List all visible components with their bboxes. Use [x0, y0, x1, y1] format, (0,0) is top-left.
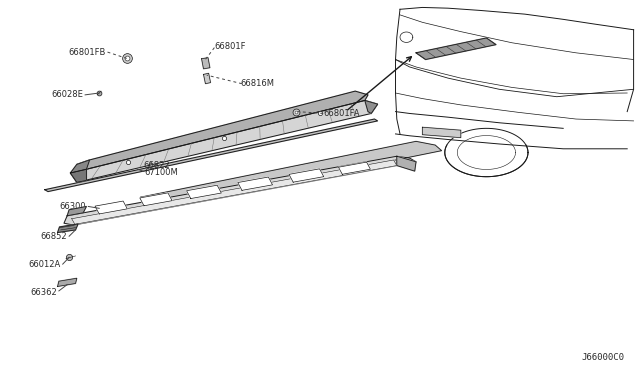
Polygon shape — [445, 128, 528, 177]
Text: 66300: 66300 — [60, 202, 86, 211]
Text: 66801F: 66801F — [214, 42, 246, 51]
Polygon shape — [140, 193, 172, 206]
Polygon shape — [204, 73, 211, 84]
Polygon shape — [45, 119, 378, 192]
Polygon shape — [70, 160, 90, 173]
Text: 66801FB: 66801FB — [68, 48, 106, 57]
Polygon shape — [397, 156, 416, 171]
Polygon shape — [238, 177, 273, 190]
Polygon shape — [422, 127, 461, 138]
Polygon shape — [72, 160, 397, 224]
Polygon shape — [339, 162, 371, 174]
Text: 66816M: 66816M — [240, 79, 274, 88]
Text: 66852: 66852 — [40, 232, 67, 241]
Text: 67100M: 67100M — [144, 169, 178, 177]
Polygon shape — [141, 141, 442, 206]
Polygon shape — [202, 58, 210, 69]
Polygon shape — [70, 169, 86, 182]
Polygon shape — [58, 224, 78, 232]
Polygon shape — [416, 38, 496, 60]
Polygon shape — [95, 201, 127, 214]
Text: J66000C0: J66000C0 — [581, 353, 624, 362]
Text: 66012A: 66012A — [29, 260, 61, 269]
Text: 66028E: 66028E — [51, 90, 83, 99]
Polygon shape — [187, 185, 221, 199]
Polygon shape — [70, 100, 378, 182]
Polygon shape — [77, 91, 368, 169]
Text: 66801FA: 66801FA — [323, 109, 360, 118]
Polygon shape — [289, 169, 324, 182]
Polygon shape — [365, 100, 378, 113]
Polygon shape — [64, 156, 416, 225]
Polygon shape — [67, 206, 86, 216]
Text: 66822: 66822 — [143, 161, 170, 170]
Polygon shape — [58, 278, 77, 286]
Text: 66362: 66362 — [31, 288, 58, 296]
